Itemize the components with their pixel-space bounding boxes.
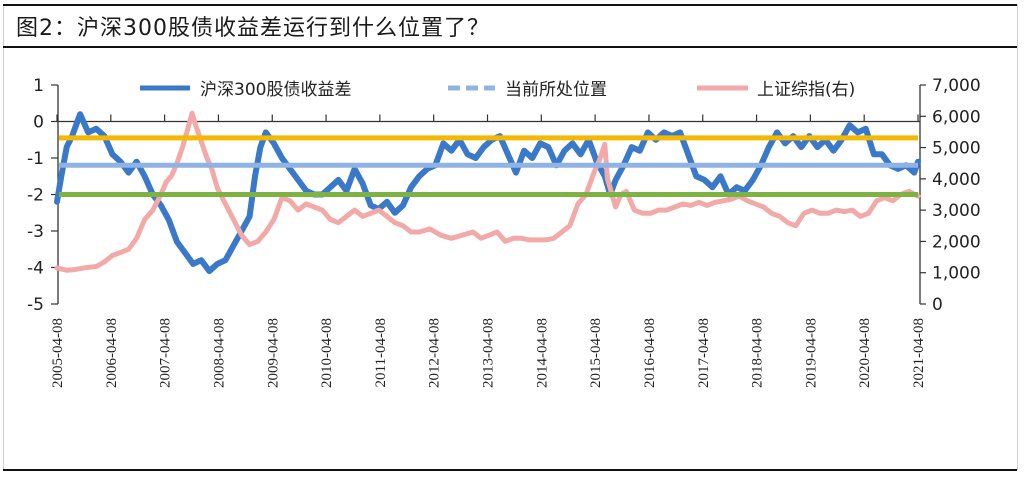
sse-index-line [54, 110, 921, 273]
figure-title: 图2：沪深300股债收益差运行到什么位置了？ [16, 16, 490, 41]
right-tick-label: 4,000 [932, 170, 981, 190]
right-tick-label: 7,000 [932, 76, 981, 96]
legend-label-spread: 沪深300股债收益差 [200, 80, 351, 100]
title-rule [3, 46, 1017, 48]
left-tick-label: -3 [27, 222, 44, 242]
right-tick-label: 2,000 [932, 232, 981, 252]
x-tick-label: 2008-04-08 [211, 318, 227, 388]
legend-label-current: 当前所处位置 [505, 80, 607, 100]
right-tick-label: 1,000 [932, 264, 981, 284]
x-tick-label: 2013-04-08 [481, 318, 497, 388]
x-tick-label: 2012-04-08 [427, 318, 443, 388]
x-tick-label: 2014-04-08 [534, 318, 550, 388]
left-tick-label: -4 [27, 259, 44, 279]
right-tick-label: 5,000 [932, 139, 981, 159]
reference-lines [59, 135, 918, 197]
x-tick-label: 2011-04-08 [373, 318, 389, 387]
x-tick-label: 2021-04-08 [911, 318, 927, 388]
left-tick-label: 0 [33, 113, 44, 133]
x-tick-label: 2007-04-08 [158, 318, 174, 388]
left-tick-label: -2 [27, 186, 44, 206]
x-tick-label: 2017-04-08 [696, 318, 712, 388]
x-tick-label: 2006-04-08 [104, 318, 120, 388]
right-tick-label: 3,000 [932, 201, 981, 221]
right-tick-label: 6,000 [932, 107, 981, 127]
top-rule [3, 4, 1017, 6]
left-tick-label: 1 [33, 76, 44, 96]
x-tick-label: 2010-04-08 [319, 318, 335, 388]
legend: 沪深300股债收益差 当前所处位置 上证综指(右) [140, 80, 855, 100]
x-tick-label: 2016-04-08 [642, 318, 658, 388]
x-tick-label: 2009-04-08 [265, 318, 281, 388]
bottom-rule [3, 469, 1017, 471]
right-tick-label: 0 [932, 295, 943, 315]
left-tick-label: -5 [27, 295, 44, 315]
x-tick-label: 2019-04-08 [803, 318, 819, 388]
legend-label-sse: 上证综指(右) [757, 80, 855, 100]
x-tick-label: 2020-04-08 [857, 318, 873, 388]
figure-frame [3, 4, 1018, 470]
x-tick-label: 2015-04-08 [588, 318, 604, 388]
left-tick-label: -1 [27, 149, 44, 169]
x-tick-label: 2018-04-08 [750, 318, 766, 388]
axes: 1 0 -1 -2 -3 -4 -5 7,000 6,000 5,000 4,000 3,000 2,0… [27, 76, 981, 388]
x-tick-label: 2005-04-08 [50, 318, 66, 388]
